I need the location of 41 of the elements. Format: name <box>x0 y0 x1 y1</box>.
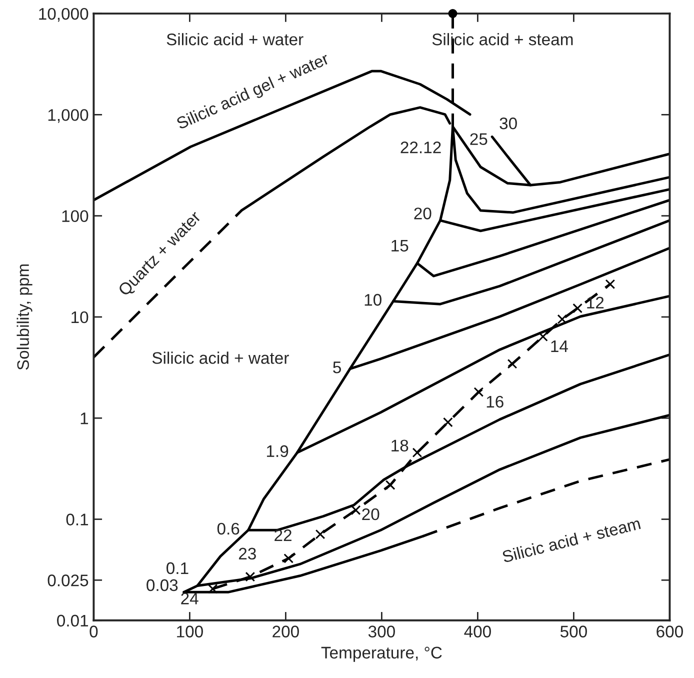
series-label: 0.6 <box>217 522 240 535</box>
x-tick-label: 0 <box>90 626 98 638</box>
series-label: 25 <box>470 133 488 145</box>
series-label: 0.03 <box>146 579 178 592</box>
annotation: 20 <box>362 508 380 520</box>
y-axis-title: Solubility, ppm <box>16 264 32 370</box>
y-tick-label: 100 <box>62 210 88 222</box>
annotation: Silicic acid + water <box>166 33 304 46</box>
annotation: 24 <box>181 592 198 604</box>
text: Silicic acid gel + water <box>176 52 332 133</box>
annotation: 12 <box>587 296 604 308</box>
series-label: 1.9 <box>266 445 288 458</box>
series-label: 22.12 <box>400 142 441 154</box>
x-axis-title: Temperature, °C <box>321 646 442 662</box>
y-tick-label: 0.1 <box>66 514 88 526</box>
x-tick-label: 100 <box>177 626 203 638</box>
y-tick-label: 1,000 <box>48 109 88 123</box>
annotation: 18 <box>392 440 408 452</box>
annotation: Silicic acid + water <box>152 352 289 364</box>
series-label: 5 <box>333 362 341 374</box>
y-tick-label: 0.025 <box>48 574 88 586</box>
annotation: 22 <box>274 529 292 542</box>
annotation: Silicic acid + steam <box>432 33 573 46</box>
annotation: 23 <box>238 548 256 560</box>
annotation: Silicic acid + steam <box>502 517 641 563</box>
series-label: 20 <box>414 208 432 220</box>
annotation: 14 <box>551 340 568 352</box>
series-label: 0.1 <box>166 562 188 574</box>
series-label: 15 <box>392 240 408 252</box>
x-tick-label: 300 <box>368 626 395 638</box>
series-label: 30 <box>500 118 517 130</box>
x-tick-label: 200 <box>272 626 299 638</box>
y-tick-label: 0.01 <box>57 614 88 627</box>
x-tick-label: 500 <box>560 626 587 638</box>
series-label: 10 <box>364 294 382 306</box>
y-tick-label: 10,000 <box>39 8 88 22</box>
annotation: 16 <box>486 396 504 408</box>
x-tick-label: 400 <box>464 626 491 638</box>
x-tick-label: 600 <box>656 626 683 638</box>
y-tick-label: 1 <box>80 412 88 424</box>
y-tick-label: 10 <box>72 311 88 324</box>
